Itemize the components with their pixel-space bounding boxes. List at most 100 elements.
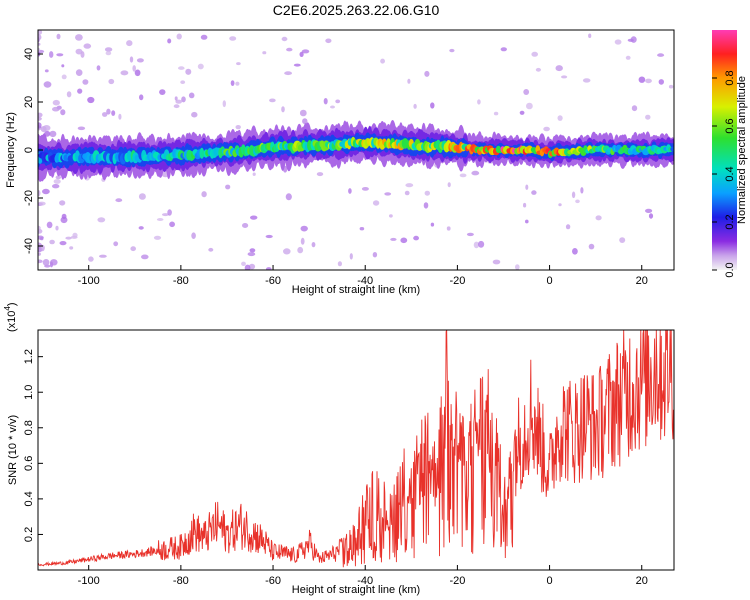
- heatmap-speckle: [372, 252, 378, 258]
- spectrogram-heatmap: [38, 30, 674, 270]
- snr-y-axis-title: SNR (10 * v/v): [7, 415, 19, 485]
- heatmap-speckle: [38, 252, 41, 256]
- heatmap-speckle: [572, 248, 578, 255]
- heatmap-speckle: [561, 75, 568, 79]
- heatmap-speckle: [657, 53, 665, 57]
- heatmap-speckle: [55, 175, 61, 180]
- heatmap-speckle: [668, 84, 674, 89]
- colorbar-tick-label: 0.8: [724, 70, 736, 85]
- heatmap-speckle: [38, 42, 41, 46]
- heatmap-speckle: [38, 190, 41, 197]
- heatmap-speckle: [156, 218, 164, 221]
- heatmap-speckle: [286, 47, 293, 52]
- heatmap-speckle: [176, 33, 182, 40]
- heatmap-speckle: [75, 48, 83, 55]
- heatmap-speckle: [242, 223, 249, 228]
- heatmap-speckle: [400, 237, 408, 244]
- heatmap-speckle: [49, 51, 54, 58]
- heatmap-speckle: [588, 33, 592, 39]
- heatmap-speckle: [167, 38, 172, 44]
- x-tick-label: 20: [636, 575, 648, 587]
- snr-y-ticks: 0.2 0.4 0.6 0.8 1.0 1.2: [23, 349, 43, 542]
- heatmap-speckle: [531, 190, 537, 195]
- heatmap-speckle: [181, 96, 186, 103]
- heatmap-speckle: [115, 198, 123, 203]
- svg-text:(x104): (x104): [3, 302, 18, 332]
- heatmap-speckle: [380, 58, 385, 64]
- spectrogram-x-axis-title: Height of straight line (km): [292, 284, 420, 296]
- heatmap-speckle: [473, 241, 480, 249]
- y-tick-label: 0.4: [23, 491, 35, 506]
- heatmap-speckle: [225, 184, 231, 190]
- heatmap-speckle: [638, 76, 646, 83]
- heatmap-speckle: [46, 221, 53, 229]
- heatmap-speckle: [138, 226, 144, 230]
- heatmap-speckle: [543, 126, 550, 132]
- colorbar-ticks: 0.0 0.2 0.4 0.6 0.8: [712, 70, 736, 278]
- heatmap-speckle: [167, 209, 172, 216]
- heatmap-speckle: [297, 246, 304, 254]
- heatmap-speckle: [493, 111, 499, 116]
- heatmap-speckle: [111, 110, 116, 116]
- heatmap-speckle: [235, 125, 241, 130]
- heatmap-speckle: [648, 213, 654, 219]
- heatmap-speckle: [38, 235, 44, 240]
- heatmap-speckle: [61, 213, 67, 220]
- spectrogram-x-ticks: -100 -80 -60 -40 -20 0 20: [78, 265, 648, 287]
- heatmap-speckle: [413, 235, 419, 241]
- heatmap-speckle: [72, 232, 78, 238]
- x-tick-label: -80: [173, 575, 189, 587]
- heatmap-speckle: [430, 222, 435, 227]
- heatmap-speckle: [557, 115, 563, 121]
- heatmap-speckle: [249, 248, 256, 253]
- chart-title: C2E6.2025.263.22.06.G10: [273, 2, 440, 18]
- heatmap-speckle: [241, 261, 246, 266]
- x-tick-label: 0: [547, 575, 553, 587]
- heatmap-speckle: [300, 225, 308, 232]
- heatmap-speckle: [180, 80, 186, 84]
- heatmap-speckle: [247, 252, 256, 257]
- heatmap-speckle: [87, 96, 95, 104]
- heatmap-speckle: [106, 108, 111, 115]
- heatmap-speckle: [102, 112, 108, 117]
- heatmap-speckle: [42, 125, 51, 131]
- heatmap-speckle: [575, 199, 580, 204]
- snr-x-axis-title: Height of straight line (km): [292, 584, 420, 596]
- heatmap-speckle: [631, 105, 638, 112]
- heatmap-speckle: [471, 170, 480, 176]
- heatmap-speckle: [404, 190, 410, 196]
- heatmap-speckle: [588, 243, 595, 250]
- snr-panel: -100 -80 -60 -40 -20 0 20 0.2 0.4 0.6 0.8 1.0 1.2 H…: [3, 302, 675, 596]
- heatmap-speckle: [42, 259, 50, 266]
- heatmap-speckle: [565, 224, 571, 230]
- heatmap-speckle: [60, 109, 66, 116]
- snr-x-ticks: -100 -80 -60 -40 -20 0 20: [78, 565, 648, 587]
- heatmap-speckle: [337, 261, 342, 267]
- heatmap-speckle: [252, 172, 256, 176]
- heatmap-speckle: [61, 64, 65, 68]
- heatmap-speckle: [42, 188, 50, 195]
- heatmap-speckle: [38, 201, 46, 206]
- heatmap-speckle: [423, 202, 429, 209]
- x-tick-label: -80: [173, 275, 189, 287]
- x-tick-label: -60: [265, 575, 281, 587]
- heatmap-speckle: [61, 74, 67, 80]
- heatmap-speckle: [49, 130, 57, 138]
- heatmap-speckle: [293, 63, 301, 67]
- heatmap-speckle: [197, 63, 204, 70]
- heatmap-speckle: [285, 193, 292, 201]
- snr-y-multiplier-base: (x10: [6, 311, 18, 332]
- heatmap-speckle: [52, 184, 60, 189]
- heatmap-speckle: [413, 103, 417, 109]
- colorbar-gradient: [712, 30, 737, 270]
- heatmap-speckle: [69, 246, 74, 250]
- heatmap-speckle: [43, 81, 52, 88]
- heatmap-speckle: [126, 40, 133, 47]
- heatmap-speckle: [299, 109, 307, 117]
- heatmap-speckle: [141, 254, 149, 260]
- heatmap-speckle: [77, 126, 86, 131]
- heatmap-speckle: [265, 234, 273, 239]
- heatmap-speckle: [447, 182, 451, 188]
- heatmap-speckle: [325, 38, 332, 44]
